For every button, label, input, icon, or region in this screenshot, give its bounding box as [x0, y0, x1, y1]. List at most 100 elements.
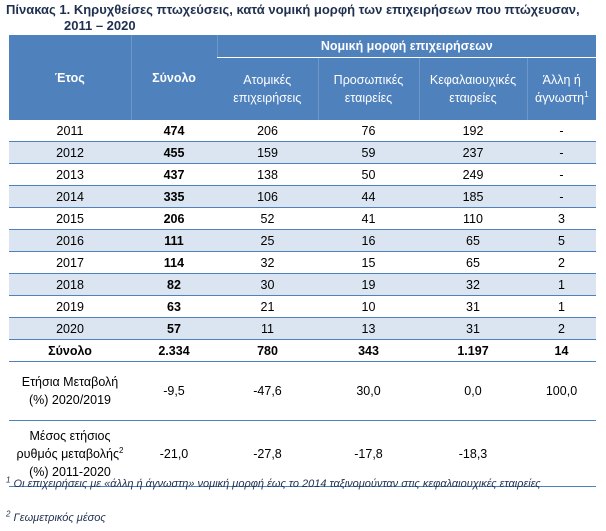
header-other-text: άγνωστη — [534, 91, 585, 105]
footnote-2-marker: 2 — [6, 509, 11, 519]
table-row: 2019 63 21 10 31 1 — [9, 295, 596, 318]
cell-total: 335 — [131, 185, 217, 208]
annual-change-row: Ετήσια Μεταβολή (%) 2020/2019 -9,5 -47,6… — [9, 361, 596, 421]
cell-total: 114 — [131, 251, 217, 274]
cell-sole: 32 — [217, 251, 318, 274]
cell-partner: 41 — [318, 207, 419, 230]
header-year: Έτος — [9, 35, 131, 120]
cell-sole: 206 — [217, 120, 318, 142]
table-row: 2012 455 159 59 237 - — [9, 141, 596, 164]
cell-other: - — [527, 163, 596, 186]
cell-other: 1 — [527, 273, 596, 296]
avg-other — [527, 420, 596, 487]
table-row: 2018 82 30 19 32 1 — [9, 273, 596, 296]
cell-year: 2014 — [9, 185, 131, 208]
cell-other: 5 — [527, 229, 596, 252]
cell-sole: 52 — [217, 207, 318, 230]
cell-partner: 44 — [318, 185, 419, 208]
sum-partner: 343 — [318, 339, 419, 362]
change-total: -9,5 — [131, 361, 217, 421]
header-legal-form-group: Νομική μορφή επιχειρήσεων — [216, 35, 596, 58]
table-row: 2016 111 25 16 65 5 — [9, 229, 596, 252]
cell-total: 455 — [131, 141, 217, 164]
title-line-1: Πίνακας 1. Κηρυχθείσες πτωχεύσεις, κατά … — [6, 2, 580, 17]
footnote-1: 1 Οι επιχειρήσεις με «άλλη ή άγνωστη» νο… — [6, 476, 596, 491]
table-row: 2015 206 52 41 110 3 — [9, 207, 596, 230]
bankruptcy-table: Έτος Σύνολο Νομική μορφή επιχειρήσεων Ατ… — [9, 35, 596, 487]
cell-sole: 25 — [217, 229, 318, 252]
change-partner: 30,0 — [318, 361, 419, 421]
header-capital-line-1: Κεφαλαιουχικές — [429, 73, 517, 87]
cell-partner: 10 — [318, 295, 419, 318]
footnote-ref-1: 1 — [584, 89, 589, 99]
cell-capital: 192 — [419, 120, 527, 142]
sum-other: 14 — [527, 339, 596, 362]
avg-change-label-line-1: Μέσος ετήσιος — [29, 428, 111, 443]
header-partner-line-1: Προσωπικές — [333, 73, 404, 87]
header-partnerships: Προσωπικές εταιρείες — [317, 57, 419, 120]
cell-sole: 159 — [217, 141, 318, 164]
header-sole-line-1: Ατομικές — [243, 73, 292, 87]
cell-capital: 31 — [419, 317, 527, 340]
cell-year: 2011 — [9, 120, 131, 142]
cell-total: 57 — [131, 317, 217, 340]
header-other-unknown: Άλλη ή άγνωστη1 — [526, 57, 596, 120]
cell-year: 2016 — [9, 229, 131, 252]
cell-total: 111 — [131, 229, 217, 252]
sum-capital: 1.197 — [419, 339, 527, 362]
avg-total: -21,0 — [131, 420, 217, 487]
table-row: 2017 114 32 15 65 2 — [9, 251, 596, 274]
avg-change-label-line-2: ρυθμός μεταβολής2 — [9, 445, 131, 463]
cell-partner: 19 — [318, 273, 419, 296]
table-row: 2020 57 11 13 31 2 — [9, 317, 596, 340]
avg-change-row: Μέσος ετήσιος ρυθμός μεταβολής2 (%) 2011… — [9, 420, 596, 487]
footnote-2-text: Γεωμετρικός μέσος — [10, 512, 106, 524]
footnote-1-text: Οι επιχειρήσεις με «άλλη ή άγνωστη» νομι… — [10, 478, 541, 490]
footnote-2: 2 Γεωμετρικός μέσος — [6, 509, 106, 525]
header-sole-line-2: επιχειρήσεις — [233, 91, 302, 105]
cell-other: 1 — [527, 295, 596, 318]
header-partner-line-2: εταιρείες — [344, 91, 393, 105]
cell-other: 2 — [527, 251, 596, 274]
cell-capital: 65 — [419, 251, 527, 274]
annual-change-label: Ετήσια Μεταβολή (%) 2020/2019 — [9, 361, 131, 421]
cell-partner: 15 — [318, 251, 419, 274]
cell-sole: 138 — [217, 163, 318, 186]
cell-year: 2015 — [9, 207, 131, 230]
table-title: Πίνακας 1. Κηρυχθείσες πτωχεύσεις, κατά … — [6, 2, 602, 34]
avg-capital: -18,3 — [419, 420, 527, 487]
avg-partner: -17,8 — [318, 420, 419, 487]
change-other: 100,0 — [527, 361, 596, 421]
cell-year: 2017 — [9, 251, 131, 274]
sum-total: 2.334 — [131, 339, 217, 362]
cell-capital: 237 — [419, 141, 527, 164]
annual-change-label-line-1: Ετήσια Μεταβολή — [21, 375, 119, 389]
avg-change-label: Μέσος ετήσιος ρυθμός μεταβολής2 (%) 2011… — [9, 420, 131, 487]
header-sole-proprietorships: Ατομικές επιχειρήσεις — [217, 57, 318, 120]
cell-total: 206 — [131, 207, 217, 230]
cell-capital: 110 — [419, 207, 527, 230]
cell-capital: 31 — [419, 295, 527, 318]
cell-total: 437 — [131, 163, 217, 186]
cell-capital: 32 — [419, 273, 527, 296]
header-capital-line-2: εταιρείες — [449, 91, 497, 105]
cell-capital: 185 — [419, 185, 527, 208]
cell-other: - — [527, 120, 596, 142]
change-sole: -47,6 — [217, 361, 318, 421]
cell-sole: 21 — [217, 295, 318, 318]
avg-sole: -27,8 — [217, 420, 318, 487]
cell-year: 2013 — [9, 163, 131, 186]
cell-total: 82 — [131, 273, 217, 296]
cell-partner: 76 — [318, 120, 419, 142]
cell-other: - — [527, 141, 596, 164]
cell-partner: 16 — [318, 229, 419, 252]
cell-other: - — [527, 185, 596, 208]
header-capital-companies: Κεφαλαιουχικές εταιρείες — [418, 57, 527, 120]
cell-total: 63 — [131, 295, 217, 318]
title-line-2: 2011 – 2020 — [64, 18, 136, 33]
table-row: 2013 437 138 50 249 - — [9, 163, 596, 186]
sum-row: Σύνολο 2.334 780 343 1.197 14 — [9, 339, 596, 362]
table-row: 2011 474 206 76 192 - — [9, 120, 596, 142]
avg-change-label-text: ρυθμός μεταβολής — [16, 446, 119, 461]
cell-year: 2019 — [9, 295, 131, 318]
